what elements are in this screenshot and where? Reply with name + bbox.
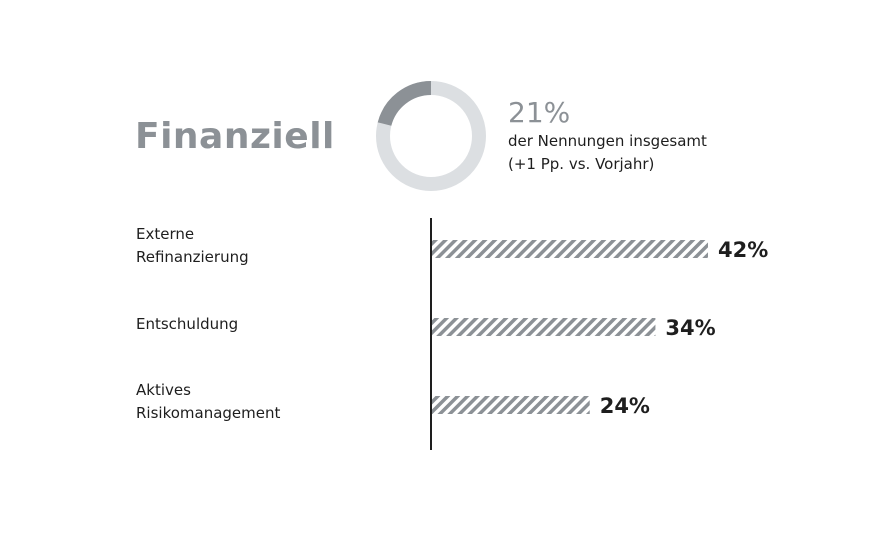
share-change: (+1 Pp. vs. Vorjahr) bbox=[508, 155, 655, 173]
chart-title: Finanziell bbox=[135, 116, 335, 157]
share-donut bbox=[376, 81, 486, 191]
bar-value-label-1: 34% bbox=[665, 316, 715, 340]
category-label-line: Risikomanagement bbox=[136, 404, 281, 422]
category-label-0: Externe Refinanzierung bbox=[136, 223, 249, 269]
category-label-line: Entschuldung bbox=[136, 314, 239, 333]
bar-2 bbox=[432, 396, 590, 414]
bar-0 bbox=[432, 240, 708, 258]
bar-value-label-0: 42% bbox=[718, 238, 768, 262]
donut-arc bbox=[377, 81, 432, 127]
bar-value-label-2: 24% bbox=[600, 394, 650, 418]
category-label-2: Aktives Risikomanagement bbox=[136, 379, 280, 425]
category-label-line: Externe bbox=[136, 225, 195, 243]
share-percent: 21% bbox=[508, 96, 571, 129]
bar-1 bbox=[432, 318, 656, 336]
share-description: der Nennungen insgesamt bbox=[508, 132, 707, 150]
category-label-line: Aktives bbox=[136, 381, 191, 399]
category-label-line: Refinanzierung bbox=[136, 248, 249, 266]
category-label-1: Entschuldung bbox=[136, 313, 238, 336]
